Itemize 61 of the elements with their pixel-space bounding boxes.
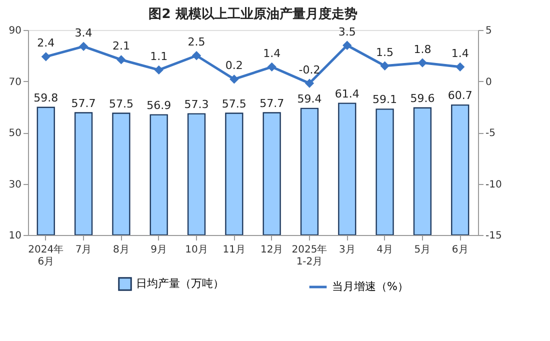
x-tick-label: 4月 [376,244,393,256]
point [79,42,88,51]
x-tick-label: 7月 [75,244,92,256]
point [268,62,276,72]
data-label: 59.8 [34,91,58,104]
data-label: 57.7 [260,96,284,110]
data-label: 56.9 [146,98,172,112]
data-label: 59.6 [410,92,435,105]
y2-tick-label: 0 [486,76,492,88]
y2-tick-label: -10 [486,179,502,190]
data-label: 57.7 [71,96,96,110]
data-label: 59.4 [297,92,322,106]
data-label: 1.5 [376,46,394,59]
point [418,58,427,67]
data-label: 57.3 [184,98,209,111]
x-tick-label: 2025年 1-2月 [292,244,328,268]
y-tick-label: 90 [8,26,22,36]
y2-tick-label: 5 [486,26,492,36]
x-tick-label: 10月 [185,244,208,256]
point [380,62,389,70]
data-label: 1.8 [414,42,432,56]
point [456,62,464,72]
x-tick-label: 12月 [260,244,284,256]
y-tick-label: 30 [8,179,22,190]
point [192,51,201,60]
y-tick-label: 10 [8,230,22,242]
data-label: 59.1 [372,93,398,106]
data-label: 1.4 [451,46,469,60]
point [342,41,352,50]
x-tick-label: 6月 [452,244,468,256]
data-label: 2.1 [112,40,130,53]
point [230,75,238,84]
data-label: 57.5 [108,97,134,110]
y2-tick-label: -15 [486,230,502,242]
chart-title: 图2 规模以上工业原油产量月度走势 [148,6,358,22]
point [42,52,50,61]
x-tick-label: 2024年 6月 [28,244,64,268]
data-label: 0.2 [225,59,243,72]
x-tick-label: 5月 [414,244,431,256]
data-label: 3.5 [338,25,356,38]
x-tick-label: 8月 [113,244,130,256]
legend-label: 日均产量（万吨） [136,277,224,290]
data-label: -0.2 [298,63,320,76]
data-label: 3.4 [74,26,92,40]
data-label: 61.4 [334,87,360,100]
legend-label: 当月增速（%） [332,280,408,293]
data-label: 1.4 [263,46,281,60]
data-label: 60.7 [448,89,472,102]
x-tick-label: 3月 [338,244,356,256]
x-tick-label: 11月 [222,244,246,256]
point [305,79,314,88]
y-tick-label: 70 [8,76,22,88]
data-label: 2.4 [37,36,55,50]
y-tick-label: 50 [8,128,22,139]
x-tick-label: 9月 [150,244,168,256]
data-label: 1.1 [150,50,168,63]
y2-tick-label: -5 [486,128,496,139]
point [154,66,164,74]
data-label: 57.5 [222,97,246,110]
data-label: 2.5 [188,36,206,49]
point [117,56,126,64]
